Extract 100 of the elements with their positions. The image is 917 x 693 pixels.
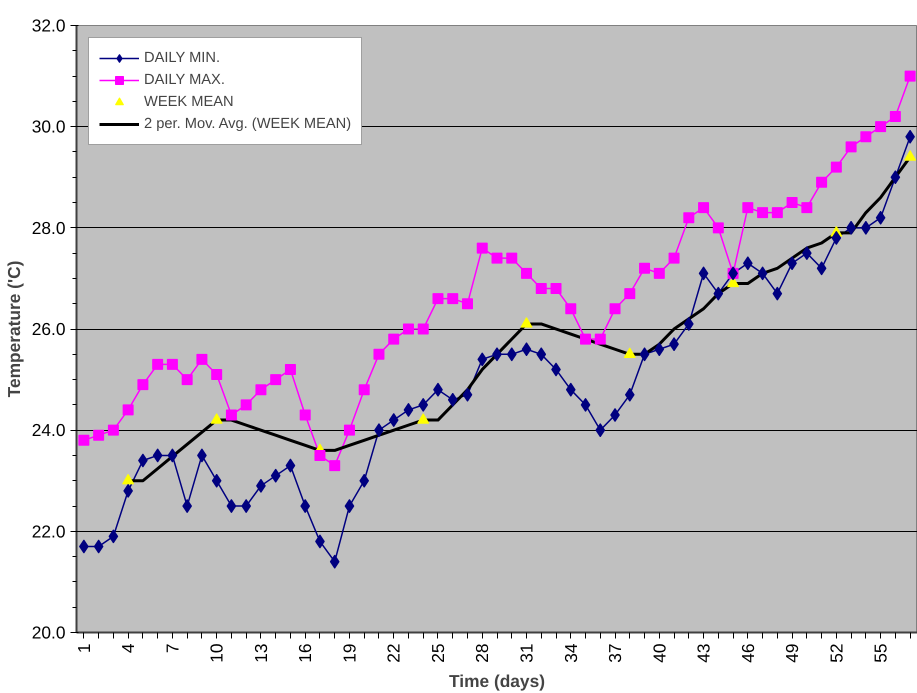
point: [624, 388, 635, 402]
point: [580, 334, 592, 345]
legend-label: DAILY MIN.: [144, 50, 220, 66]
point: [698, 202, 710, 214]
point: [329, 460, 340, 472]
point: [196, 354, 208, 365]
point: [683, 212, 694, 224]
y-tick-label: 28.0: [32, 218, 66, 238]
point: [300, 499, 310, 514]
point: [344, 424, 355, 436]
point: [786, 197, 798, 208]
x-tick-label: 22: [384, 643, 404, 663]
x-tick-label: 7: [162, 643, 182, 654]
point: [226, 409, 237, 420]
x-axis-title: Time (days): [449, 670, 545, 691]
point: [255, 384, 266, 396]
point: [270, 374, 282, 386]
point: [639, 262, 650, 274]
point: [137, 379, 148, 390]
point: [270, 468, 281, 483]
point: [536, 283, 547, 294]
legend-label: 2 per. Mov. Avg. (WEEK MEAN): [144, 116, 352, 132]
point: [684, 316, 694, 331]
point: [520, 317, 533, 328]
point: [373, 348, 384, 360]
x-tick-label: 19: [339, 643, 360, 663]
point: [846, 141, 857, 152]
point: [418, 398, 428, 412]
legend-label: WEEK MEAN: [144, 94, 234, 110]
point: [492, 252, 502, 264]
point: [358, 384, 370, 396]
point: [890, 111, 901, 122]
x-tick-label: 28: [472, 643, 492, 663]
y-tick-label: 24.0: [32, 420, 66, 440]
point: [595, 423, 606, 438]
x-tick-label: 4: [118, 643, 138, 654]
y-tick-label: 22.0: [32, 521, 66, 542]
x-tick-label: 46: [738, 643, 758, 663]
x-tick-label: 1: [74, 643, 94, 654]
point: [550, 283, 562, 294]
point: [93, 430, 104, 441]
x-tick-label: 52: [826, 643, 846, 663]
point: [875, 121, 886, 132]
point: [462, 298, 473, 310]
point: [241, 499, 252, 514]
x-tick-label: 31: [516, 643, 537, 663]
point: [166, 358, 178, 370]
point: [78, 434, 90, 446]
point: [447, 293, 458, 304]
point: [477, 352, 488, 366]
x-tick-label: 34: [560, 643, 581, 663]
y-tick-label: 32.0: [32, 16, 66, 36]
point: [860, 131, 872, 142]
x-tick-label: 49: [782, 643, 802, 663]
x-tick-label: 10: [206, 643, 227, 663]
point: [448, 392, 458, 407]
point: [565, 303, 576, 314]
point: [816, 176, 828, 188]
point: [654, 342, 664, 356]
point: [418, 324, 429, 334]
point: [284, 364, 296, 375]
x-tick-label: 13: [250, 643, 271, 663]
point: [742, 256, 753, 270]
point: [904, 150, 916, 161]
point: [506, 347, 517, 362]
point: [152, 358, 164, 370]
x-tick-label: 43: [694, 643, 714, 663]
point: [211, 369, 222, 380]
point: [566, 382, 576, 397]
y-tick-label: 20.0: [32, 622, 66, 642]
point: [742, 202, 754, 214]
point: [801, 202, 812, 214]
point: [712, 222, 724, 234]
point: [330, 554, 340, 569]
point: [772, 207, 783, 218]
legend-label: DAILY MAX.: [144, 72, 225, 88]
point: [536, 347, 546, 362]
point: [521, 268, 532, 279]
point: [904, 70, 916, 82]
y-tick-label: 30.0: [32, 116, 66, 137]
point: [624, 288, 636, 300]
point: [713, 286, 724, 301]
point: [108, 424, 119, 436]
point: [594, 334, 606, 345]
point: [388, 413, 399, 428]
point: [300, 409, 311, 420]
point: [240, 399, 252, 410]
point: [388, 334, 400, 345]
x-tick-label: 37: [605, 643, 626, 663]
y-axis-title: Temperature ('C): [4, 260, 24, 398]
x-tick-label: 55: [870, 643, 891, 663]
point: [757, 207, 768, 218]
point: [402, 324, 414, 334]
point: [654, 268, 665, 279]
x-tick-label: 25: [428, 643, 448, 663]
point: [610, 303, 621, 314]
point: [359, 474, 370, 488]
point: [122, 404, 134, 416]
point: [668, 252, 680, 264]
point: [314, 450, 326, 461]
